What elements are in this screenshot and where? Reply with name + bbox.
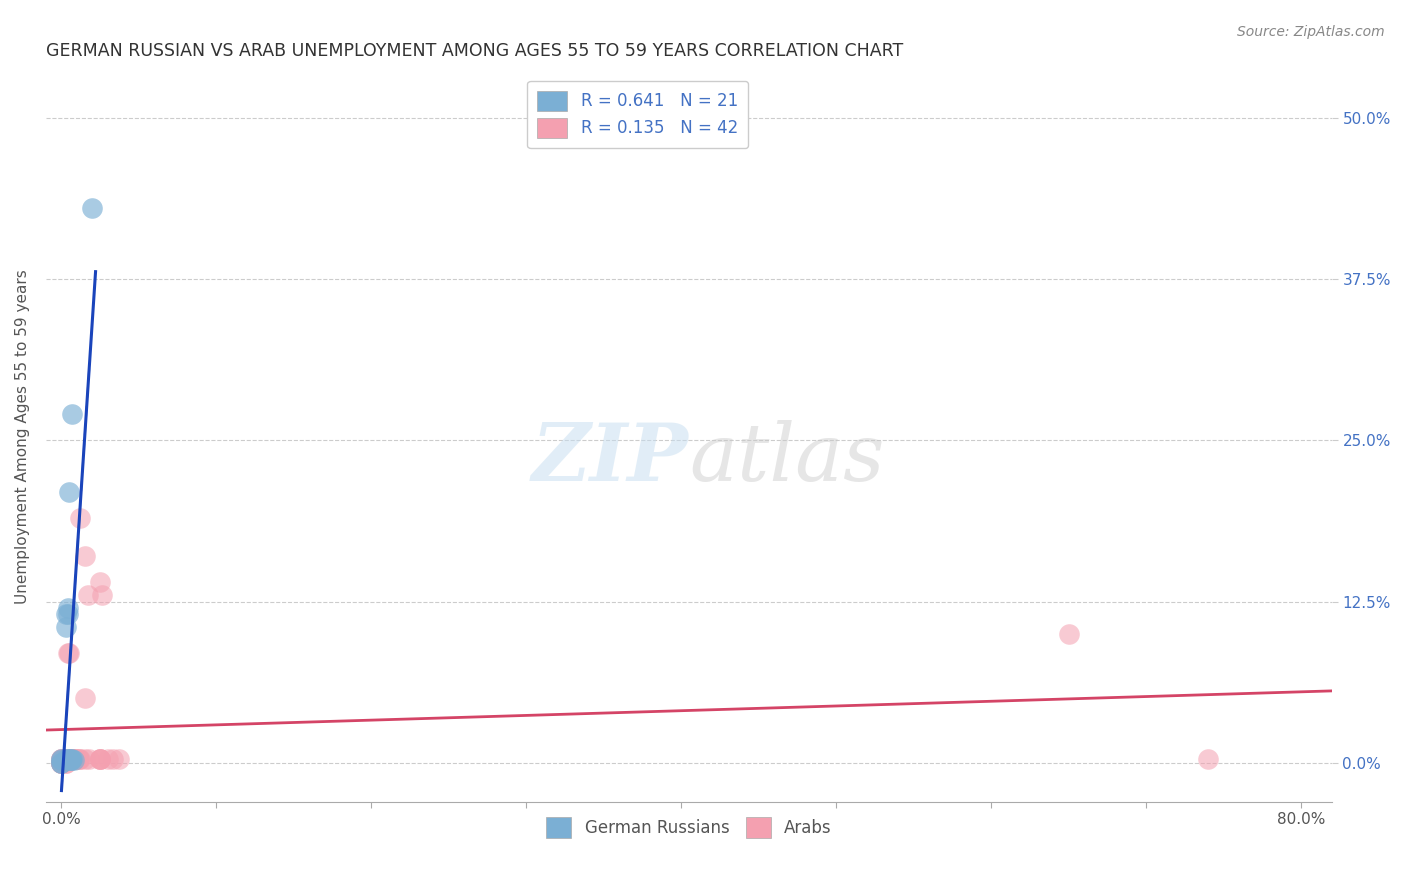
Point: [89, 575, 111, 590]
Point: [58, 484, 80, 499]
Point: [56, 607, 79, 622]
Point: [59, 752, 82, 766]
Point: [1197, 752, 1219, 766]
Text: atlas: atlas: [689, 420, 884, 498]
Point: [89, 752, 111, 766]
Point: [55, 752, 77, 766]
Legend: German Russians, Arabs: German Russians, Arabs: [540, 811, 838, 845]
Point: [65, 752, 87, 766]
Point: [1057, 627, 1080, 641]
Point: [51, 752, 73, 766]
Point: [69, 510, 91, 524]
Point: [55, 756, 77, 770]
Point: [51, 752, 73, 766]
Point: [60, 752, 83, 766]
Point: [51, 756, 73, 770]
Point: [58, 752, 80, 766]
Point: [101, 752, 124, 766]
Point: [58, 753, 80, 767]
Point: [51, 756, 73, 770]
Point: [65, 752, 87, 766]
Point: [67, 752, 90, 766]
Point: [76, 588, 98, 602]
Point: [59, 753, 82, 767]
Point: [51, 752, 73, 766]
Point: [73, 691, 96, 706]
Point: [107, 752, 129, 766]
Point: [59, 752, 82, 766]
Point: [58, 752, 80, 766]
Point: [97, 752, 120, 766]
Point: [73, 549, 96, 564]
Point: [60, 408, 83, 422]
Point: [51, 756, 73, 770]
Point: [58, 753, 80, 767]
Point: [56, 646, 79, 660]
Point: [89, 752, 111, 766]
Point: [67, 752, 90, 766]
Point: [55, 620, 77, 634]
Point: [89, 752, 111, 766]
Point: [51, 756, 73, 770]
Point: [65, 752, 87, 766]
Point: [51, 756, 73, 770]
Point: [63, 753, 86, 767]
Text: Source: ZipAtlas.com: Source: ZipAtlas.com: [1237, 25, 1385, 39]
Point: [51, 752, 73, 766]
Point: [58, 646, 80, 660]
Point: [51, 756, 73, 770]
Point: [82, 201, 104, 215]
Point: [79, 752, 101, 766]
Point: [51, 753, 73, 767]
Point: [60, 752, 83, 766]
Point: [55, 607, 77, 622]
Point: [60, 752, 83, 766]
Point: [90, 588, 112, 602]
Point: [55, 752, 77, 766]
Point: [59, 753, 82, 767]
Point: [55, 756, 77, 770]
Point: [69, 752, 91, 766]
Point: [56, 601, 79, 615]
Point: [55, 752, 77, 766]
Point: [59, 752, 82, 766]
Point: [56, 752, 79, 766]
Text: ZIP: ZIP: [531, 420, 689, 498]
Point: [55, 752, 77, 766]
Y-axis label: Unemployment Among Ages 55 to 59 years: Unemployment Among Ages 55 to 59 years: [15, 269, 30, 605]
Point: [89, 752, 111, 766]
Text: GERMAN RUSSIAN VS ARAB UNEMPLOYMENT AMONG AGES 55 TO 59 YEARS CORRELATION CHART: GERMAN RUSSIAN VS ARAB UNEMPLOYMENT AMON…: [46, 42, 903, 60]
Point: [73, 752, 96, 766]
